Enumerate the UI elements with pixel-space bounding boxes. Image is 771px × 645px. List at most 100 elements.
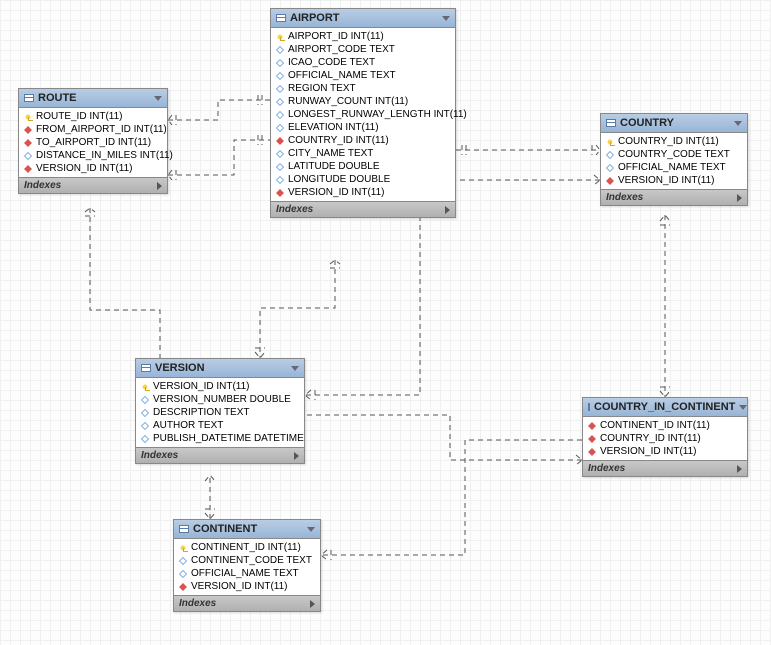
column-label: REGION TEXT bbox=[288, 83, 356, 94]
table-row[interactable]: VERSION_ID INT(11) bbox=[19, 162, 167, 175]
collapse-icon[interactable] bbox=[154, 96, 162, 101]
table-country[interactable]: COUNTRY COUNTRY_ID INT(11) COUNTRY_CODE … bbox=[600, 113, 748, 206]
table-icon bbox=[276, 14, 286, 22]
indexes-label: Indexes bbox=[276, 204, 313, 215]
column-label: VERSION_NUMBER DOUBLE bbox=[153, 394, 291, 405]
attr-icon bbox=[141, 409, 149, 417]
attr-icon bbox=[606, 151, 614, 159]
table-row[interactable]: DISTANCE_IN_MILES INT(11) bbox=[19, 149, 167, 162]
table-route-title: ROUTE bbox=[38, 92, 77, 104]
table-row[interactable]: OFFICIAL_NAME TEXT bbox=[271, 69, 455, 82]
expand-icon[interactable] bbox=[157, 182, 162, 190]
column-label: VERSION_ID INT(11) bbox=[600, 446, 697, 457]
indexes-label: Indexes bbox=[179, 598, 216, 609]
table-cic-columns: CONTINENT_ID INT(11) COUNTRY_ID INT(11) … bbox=[583, 417, 747, 460]
table-airport-header[interactable]: AIRPORT bbox=[271, 9, 455, 28]
table-country-in-continent[interactable]: COUNTRY_IN_CONTINENT CONTINENT_ID INT(11… bbox=[582, 397, 748, 477]
table-airport-title: AIRPORT bbox=[290, 12, 340, 24]
column-label: COUNTRY_ID INT(11) bbox=[600, 433, 701, 444]
table-route[interactable]: ROUTE ROUTE_ID INT(11) FROM_AIRPORT_ID I… bbox=[18, 88, 168, 194]
table-version-title: VERSION bbox=[155, 362, 205, 374]
expand-icon[interactable] bbox=[294, 452, 299, 460]
table-row[interactable]: ELEVATION INT(11) bbox=[271, 121, 455, 134]
fk-icon bbox=[276, 137, 284, 145]
fk-icon bbox=[24, 126, 32, 134]
table-row[interactable]: LONGEST_RUNWAY_LENGTH INT(11) bbox=[271, 108, 455, 121]
table-row[interactable]: DESCRIPTION TEXT bbox=[136, 406, 304, 419]
column-label: OFFICIAL_NAME TEXT bbox=[618, 162, 726, 173]
table-row[interactable]: OFFICIAL_NAME TEXT bbox=[174, 567, 320, 580]
key-icon bbox=[606, 138, 614, 146]
table-row[interactable]: AIRPORT_ID INT(11) bbox=[271, 30, 455, 43]
collapse-icon[interactable] bbox=[442, 16, 450, 21]
table-row[interactable]: OFFICIAL_NAME TEXT bbox=[601, 161, 747, 174]
column-label: OFFICIAL_NAME TEXT bbox=[288, 70, 396, 81]
table-row[interactable]: VERSION_ID INT(11) bbox=[601, 174, 747, 187]
table-row[interactable]: AUTHOR TEXT bbox=[136, 419, 304, 432]
table-continent-header[interactable]: CONTINENT bbox=[174, 520, 320, 539]
table-row[interactable]: CONTINENT_ID INT(11) bbox=[583, 419, 747, 432]
expand-icon[interactable] bbox=[445, 206, 450, 214]
table-country-header[interactable]: COUNTRY bbox=[601, 114, 747, 133]
column-label: VERSION_ID INT(11) bbox=[153, 381, 250, 392]
column-label: VERSION_ID INT(11) bbox=[618, 175, 715, 186]
key-icon bbox=[276, 33, 284, 41]
table-row[interactable]: CONTINENT_CODE TEXT bbox=[174, 554, 320, 567]
expand-icon[interactable] bbox=[737, 465, 742, 473]
table-row[interactable]: ICAO_CODE TEXT bbox=[271, 56, 455, 69]
table-version-header[interactable]: VERSION bbox=[136, 359, 304, 378]
expand-icon[interactable] bbox=[737, 194, 742, 202]
table-cic-header[interactable]: COUNTRY_IN_CONTINENT bbox=[583, 398, 747, 417]
attr-icon bbox=[179, 570, 187, 578]
table-route-header[interactable]: ROUTE bbox=[19, 89, 167, 108]
table-row[interactable]: COUNTRY_CODE TEXT bbox=[601, 148, 747, 161]
table-row[interactable]: VERSION_ID INT(11) bbox=[271, 186, 455, 199]
table-version-footer[interactable]: Indexes bbox=[136, 447, 304, 463]
collapse-icon[interactable] bbox=[307, 527, 315, 532]
table-cic-footer[interactable]: Indexes bbox=[583, 460, 747, 476]
column-label: COUNTRY_CODE TEXT bbox=[618, 149, 730, 160]
column-label: CONTINENT_ID INT(11) bbox=[191, 542, 301, 553]
attr-icon bbox=[276, 59, 284, 67]
table-row[interactable]: COUNTRY_ID INT(11) bbox=[601, 135, 747, 148]
table-row[interactable]: VERSION_ID INT(11) bbox=[136, 380, 304, 393]
table-version[interactable]: VERSION VERSION_ID INT(11) VERSION_NUMBE… bbox=[135, 358, 305, 464]
column-label: AIRPORT_ID INT(11) bbox=[288, 31, 384, 42]
attr-icon bbox=[276, 111, 284, 119]
table-row[interactable]: REGION TEXT bbox=[271, 82, 455, 95]
table-row[interactable]: AIRPORT_CODE TEXT bbox=[271, 43, 455, 56]
table-airport-footer[interactable]: Indexes bbox=[271, 201, 455, 217]
column-label: VERSION_ID INT(11) bbox=[288, 187, 385, 198]
table-route-footer[interactable]: Indexes bbox=[19, 177, 167, 193]
table-row[interactable]: CITY_NAME TEXT bbox=[271, 147, 455, 160]
table-row[interactable]: TO_AIRPORT_ID INT(11) bbox=[19, 136, 167, 149]
table-row[interactable]: CONTINENT_ID INT(11) bbox=[174, 541, 320, 554]
table-icon bbox=[606, 119, 616, 127]
column-label: ELEVATION INT(11) bbox=[288, 122, 379, 133]
table-airport-columns: AIRPORT_ID INT(11) AIRPORT_CODE TEXT ICA… bbox=[271, 28, 455, 201]
collapse-icon[interactable] bbox=[734, 121, 742, 126]
collapse-icon[interactable] bbox=[291, 366, 299, 371]
table-continent-footer[interactable]: Indexes bbox=[174, 595, 320, 611]
table-row[interactable]: VERSION_NUMBER DOUBLE bbox=[136, 393, 304, 406]
table-row[interactable]: COUNTRY_ID INT(11) bbox=[583, 432, 747, 445]
table-row[interactable]: ROUTE_ID INT(11) bbox=[19, 110, 167, 123]
table-country-footer[interactable]: Indexes bbox=[601, 189, 747, 205]
collapse-icon[interactable] bbox=[739, 405, 747, 410]
table-row[interactable]: VERSION_ID INT(11) bbox=[583, 445, 747, 458]
table-row[interactable]: LATITUDE DOUBLE bbox=[271, 160, 455, 173]
table-row[interactable]: VERSION_ID INT(11) bbox=[174, 580, 320, 593]
attr-icon bbox=[276, 176, 284, 184]
expand-icon[interactable] bbox=[310, 600, 315, 608]
column-label: LONGITUDE DOUBLE bbox=[288, 174, 390, 185]
table-row[interactable]: PUBLISH_DATETIME DATETIME bbox=[136, 432, 304, 445]
table-row[interactable]: COUNTRY_ID INT(11) bbox=[271, 134, 455, 147]
indexes-label: Indexes bbox=[588, 463, 625, 474]
table-airport[interactable]: AIRPORT AIRPORT_ID INT(11) AIRPORT_CODE … bbox=[270, 8, 456, 218]
column-label: AUTHOR TEXT bbox=[153, 420, 223, 431]
table-row[interactable]: FROM_AIRPORT_ID INT(11) bbox=[19, 123, 167, 136]
table-row[interactable]: RUNWAY_COUNT INT(11) bbox=[271, 95, 455, 108]
key-icon bbox=[179, 544, 187, 552]
table-continent[interactable]: CONTINENT CONTINENT_ID INT(11) CONTINENT… bbox=[173, 519, 321, 612]
table-row[interactable]: LONGITUDE DOUBLE bbox=[271, 173, 455, 186]
